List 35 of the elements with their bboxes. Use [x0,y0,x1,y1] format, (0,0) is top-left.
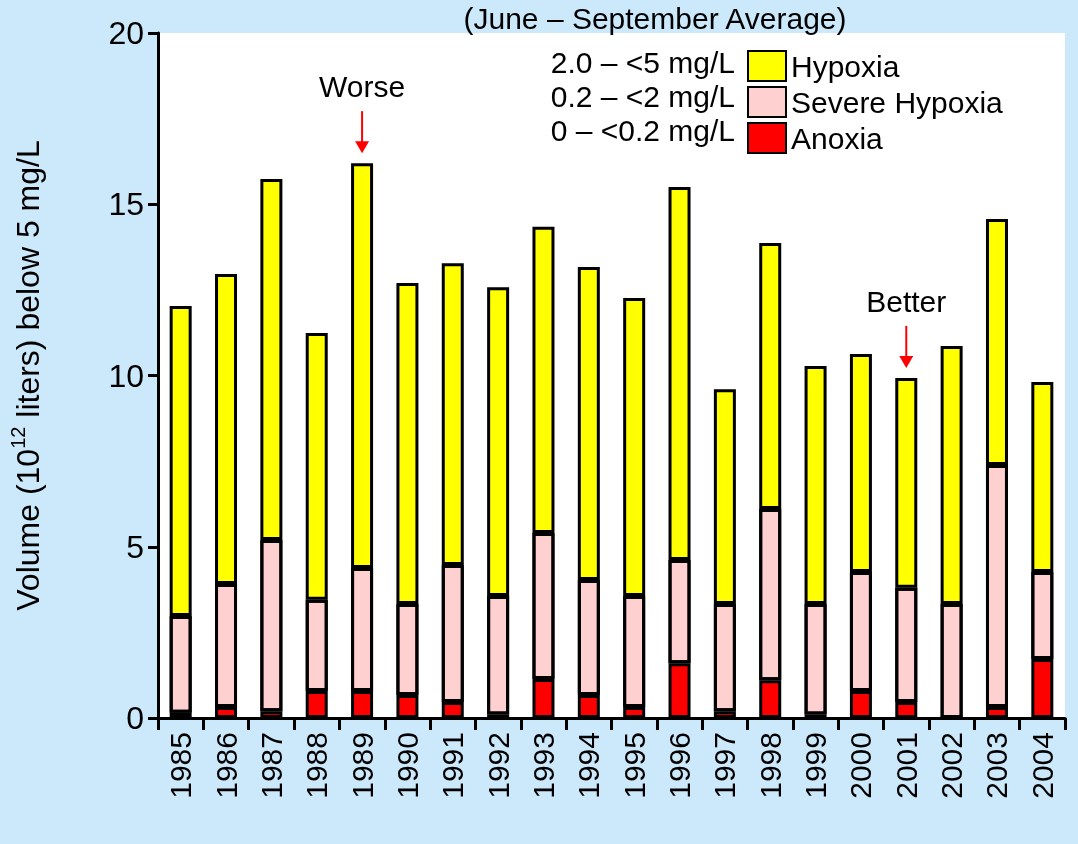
x-tick-label: 2002 [935,732,969,799]
x-tick-label: 1995 [617,732,651,799]
y-tick-label: 0 [126,700,144,736]
annotation: 0 – <0.2 mg/L [550,113,735,147]
x-tick-label: 2003 [980,732,1014,799]
legend-label: Hypoxia [791,49,900,83]
x-tick-label: 2000 [844,732,878,799]
y-tick-label: 15 [108,186,144,223]
x-tick-label: 1993 [526,732,560,799]
x-tick-label: 1991 [436,732,470,799]
x-tick-label: 1999 [799,732,833,799]
chart-title: (June – September Average) [463,1,847,35]
x-tick-label: 2004 [1025,732,1059,799]
x-tick-label: 1990 [390,732,424,799]
x-tick-label: 1996 [663,732,697,799]
x-tick-label: 1987 [254,732,288,799]
x-tick-label: 1997 [708,732,742,799]
x-tick-label: 1994 [572,732,606,799]
annotation: 0.2 – <2 mg/L [550,79,735,113]
x-tick-label: 1998 [753,732,787,799]
annotation: Worse [319,70,406,104]
y-tick-label: 5 [126,528,144,565]
x-tick-label: 2001 [889,732,923,799]
x-tick-label: 1988 [300,732,334,799]
y-axis-title: Volume (1012 liters) below 5 mg/L [7,140,46,611]
y-tick-label: 20 [108,15,144,51]
x-tick-label: 1989 [345,732,379,799]
legend-label: Anoxia [791,121,884,155]
x-tick-label: 1986 [209,732,243,799]
x-tick-label: 1985 [164,732,198,799]
annotation: 2.0 – <5 mg/L [550,45,735,79]
annotation: Better [866,284,947,318]
legend-label: Severe Hypoxia [791,85,1004,119]
y-tick-label: 10 [108,357,144,394]
x-tick-label: 1992 [481,732,515,799]
